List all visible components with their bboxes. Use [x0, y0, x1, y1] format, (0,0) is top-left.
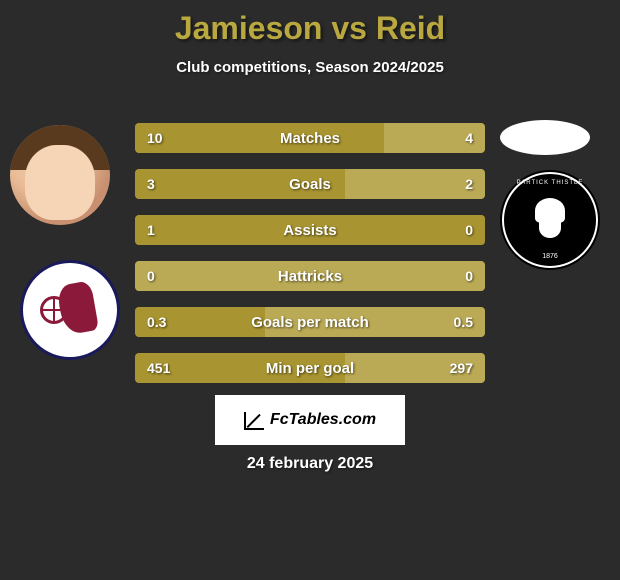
stat-value-right: 0: [465, 222, 473, 238]
club-badge-right-icon: PARTICK THISTLE 1876: [502, 172, 598, 268]
player-photo-left: [10, 125, 110, 225]
page-title: Jamieson vs Reid: [0, 0, 620, 47]
stat-row: 451Min per goal297: [135, 353, 485, 383]
club-badge-right: PARTICK THISTLE 1876: [500, 170, 600, 270]
stat-label: Matches: [135, 130, 485, 147]
stat-label: Goals per match: [135, 314, 485, 331]
stat-label: Min per goal: [135, 360, 485, 377]
comparison-container: Jamieson vs Reid Club competitions, Seas…: [0, 0, 620, 580]
club-badge-left-icon: [40, 278, 100, 343]
stat-row: 3Goals2: [135, 169, 485, 199]
badge-right-text-top: PARTICK THISTLE: [517, 180, 584, 186]
stat-value-right: 2: [465, 176, 473, 192]
stat-value-right: 297: [450, 360, 473, 376]
stat-label: Goals: [135, 176, 485, 193]
stat-value-right: 0.5: [454, 314, 473, 330]
stat-row: 10Matches4: [135, 123, 485, 153]
stat-value-right: 4: [465, 130, 473, 146]
stat-label: Hattricks: [135, 268, 485, 285]
club-badge-left: [20, 260, 120, 360]
stats-area: 10Matches43Goals21Assists00Hattricks00.3…: [135, 123, 485, 399]
footer-date: 24 february 2025: [0, 455, 620, 473]
stat-label: Assists: [135, 222, 485, 239]
stat-row: 1Assists0: [135, 215, 485, 245]
badge-right-text-bottom: 1876: [542, 253, 558, 260]
stat-row: 0Hattricks0: [135, 261, 485, 291]
chart-icon: [244, 410, 266, 430]
stat-value-right: 0: [465, 268, 473, 284]
page-subtitle: Club competitions, Season 2024/2025: [0, 59, 620, 76]
stat-row: 0.3Goals per match0.5: [135, 307, 485, 337]
watermark: FcTables.com: [215, 395, 405, 445]
watermark-text: FcTables.com: [270, 411, 376, 429]
player-face-icon: [10, 125, 110, 225]
player-photo-right-placeholder: [500, 120, 590, 155]
